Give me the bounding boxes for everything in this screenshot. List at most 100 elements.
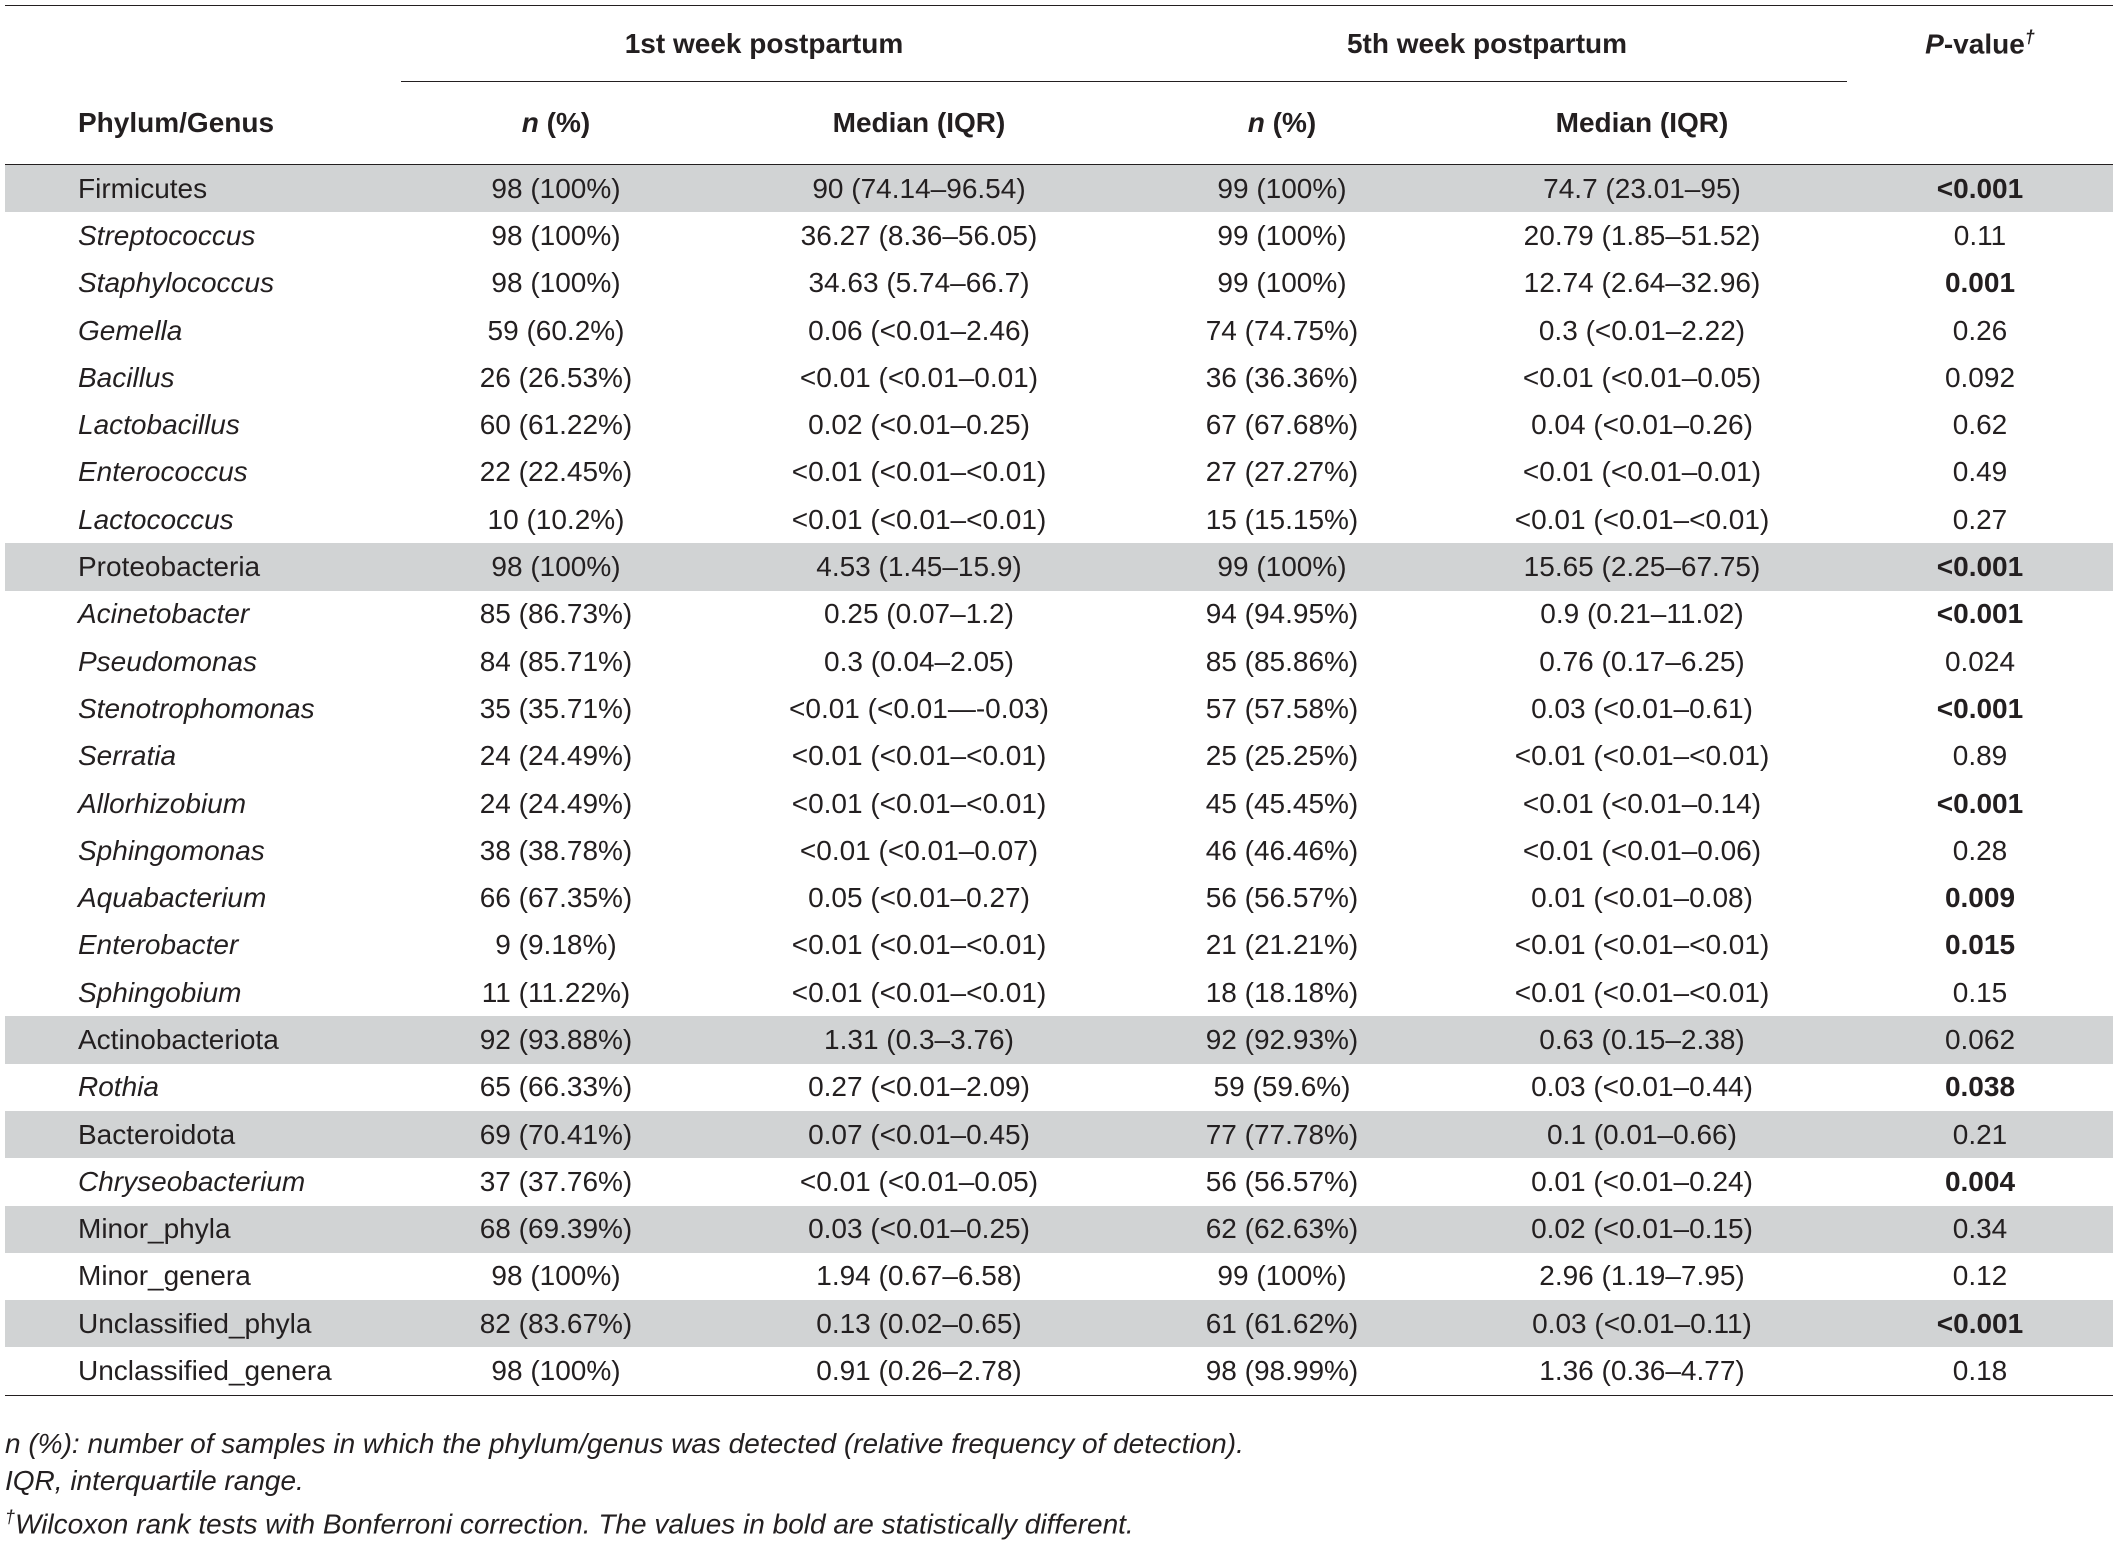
- cell-n-week1: 98 (100%): [491, 219, 621, 251]
- cell-median-week1: 1.94 (0.67–6.58): [816, 1260, 1022, 1292]
- cell-n-week5: 25 (25.25%): [1205, 740, 1359, 772]
- cell-n-week1: 69 (70.41%): [401, 1110, 711, 1159]
- table-row-phylum: Bacteroidota 69 (70.41%) 0.07 (<0.01–0.45)…: [5, 1110, 2113, 1159]
- cell-name: Allorhizobium: [78, 787, 247, 819]
- header-group-week1: 1st week postpartum: [401, 6, 1127, 83]
- header-median-week1: Median (IQR): [711, 82, 1127, 165]
- cell-n-week5: 61 (61.62%): [1127, 1300, 1437, 1348]
- cell-median-week5: 0.03 (<0.01–0.11): [1437, 1300, 1847, 1348]
- cell-n-week5: 36 (36.36%): [1205, 361, 1359, 393]
- cell-pvalue: <0.001: [1936, 787, 2024, 819]
- table-row-phylum: Unclassified_phyla 82 (83.67%) 0.13 (0.02–…: [5, 1300, 2113, 1348]
- cell-pvalue: 0.038: [1944, 1071, 2016, 1103]
- cell-median-week5: 0.03 (<0.01–0.44): [1531, 1071, 1753, 1103]
- cell-median-week5: 0.3 (<0.01–2.22): [1538, 314, 1746, 346]
- table-row: Aquabacterium 66 (67.35%) 0.05 (<0.01–0.27…: [5, 874, 2113, 921]
- cell-n-week1: 9 (9.18%): [495, 929, 617, 961]
- cell-pvalue: 0.15: [1952, 976, 2008, 1008]
- table-row: Serratia 24 (24.49%) <0.01 (<0.01–<0.01) 25…: [5, 733, 2113, 780]
- cell-name: Lactococcus: [78, 503, 234, 535]
- pvalue-suffix: -value: [1943, 28, 2025, 60]
- footnote-n: n (%): number of samples in which the ph…: [5, 1428, 1244, 1459]
- table-footnotes: n (%): number of samples in which the ph…: [5, 1425, 1244, 1542]
- cell-n-week1: 24 (24.49%): [479, 740, 633, 772]
- cell-name: Enterobacter: [78, 929, 239, 961]
- cell-median-week1: 4.53 (1.45–15.9): [711, 543, 1127, 591]
- table-row-phylum: Actinobacteriota 92 (93.88%) 1.31 (0.3–3.7…: [5, 1016, 2113, 1064]
- cell-median-week1: <0.01 (<0.01–<0.01): [791, 787, 1047, 819]
- cell-name: Sphingomonas: [78, 834, 265, 866]
- cell-pvalue: 0.62: [1952, 409, 2008, 441]
- cell-n-week5: 92 (92.93%): [1127, 1016, 1437, 1064]
- cell-median-week5: 15.65 (2.25–67.75): [1437, 543, 1847, 591]
- header-n-letter: n: [1247, 107, 1265, 138]
- header-empty-cell: [5, 6, 401, 83]
- cell-pvalue: <0.001: [1936, 692, 2024, 724]
- cell-name: Gemella: [78, 314, 183, 346]
- cell-n-week5: 99 (100%): [1217, 1260, 1347, 1292]
- cell-median-week5: 0.76 (0.17–6.25): [1539, 645, 1745, 677]
- cell-name: Stenotrophomonas: [78, 692, 315, 724]
- table-row: Enterococcus 22 (22.45%) <0.01 (<0.01–<0.0…: [5, 449, 2113, 496]
- table-row: Pseudomonas 84 (85.71%) 0.3 (0.04–2.05) 85 …: [5, 638, 2113, 685]
- header-n-pct: (%): [1264, 107, 1317, 138]
- cell-pvalue: 0.18: [1847, 1347, 2113, 1396]
- cell-n-week1: 66 (67.35%): [479, 882, 633, 914]
- cell-n-week5: 99 (100%): [1217, 219, 1347, 251]
- pvalue-dagger: †: [2024, 27, 2035, 48]
- cell-name: Minor_genera: [78, 1260, 251, 1292]
- cell-median-week5: 20.79 (1.85–51.52): [1523, 219, 1761, 251]
- header-n-week1: n (%): [401, 82, 711, 165]
- cell-median-week5: 0.01 (<0.01–0.08): [1531, 882, 1753, 914]
- cell-median-week5: 2.96 (1.19–7.95): [1539, 1260, 1745, 1292]
- cell-pvalue: <0.001: [1847, 164, 2113, 213]
- table-row: Staphylococcus 98 (100%) 34.63 (5.74–66.7)…: [5, 260, 2113, 307]
- cell-median-week1: <0.01 (<0.01–<0.01): [791, 456, 1047, 488]
- cell-n-week1: 37 (37.76%): [479, 1165, 633, 1197]
- cell-pvalue: 0.89: [1952, 740, 2008, 772]
- cell-name: Staphylococcus: [78, 267, 275, 299]
- cell-n-week1: 35 (35.71%): [479, 692, 633, 724]
- cell-pvalue: <0.001: [1847, 1300, 2113, 1348]
- cell-pvalue: 0.26: [1952, 314, 2008, 346]
- cell-median-week5: 0.03 (<0.01–0.61): [1531, 692, 1753, 724]
- cell-median-week1: <0.01 (<0.01–<0.01): [791, 976, 1047, 1008]
- cell-pvalue: 0.28: [1952, 834, 2008, 866]
- cell-median-week1: <0.01 (<0.01–<0.01): [791, 740, 1047, 772]
- cell-n-week1: 38 (38.78%): [479, 834, 633, 866]
- cell-n-week5: 62 (62.63%): [1127, 1205, 1437, 1253]
- table-row: Rothia 65 (66.33%) 0.27 (<0.01–2.09) 59 (59…: [5, 1064, 2113, 1111]
- cell-median-week5: <0.01 (<0.01–0.05): [1522, 361, 1762, 393]
- cell-median-week1: 0.07 (<0.01–0.45): [711, 1110, 1127, 1159]
- cell-pvalue: 0.062: [1847, 1016, 2113, 1064]
- table-row: Allorhizobium 24 (24.49%) <0.01 (<0.01–<0.…: [5, 780, 2113, 827]
- cell-n-week5: 56 (56.57%): [1205, 882, 1359, 914]
- cell-name: Aquabacterium: [78, 882, 267, 914]
- cell-n-week5: 18 (18.18%): [1205, 976, 1359, 1008]
- cell-name: Pseudomonas: [78, 645, 258, 677]
- cell-median-week5: <0.01 (<0.01–0.06): [1522, 834, 1762, 866]
- cell-n-week5: 21 (21.21%): [1205, 929, 1359, 961]
- cell-median-week1: 0.3 (0.04–2.05): [824, 645, 1014, 677]
- cell-n-week1: 98 (100%): [401, 1347, 711, 1396]
- cell-n-week1: 98 (100%): [401, 543, 711, 591]
- cell-pvalue: 0.11: [1953, 219, 2007, 251]
- cell-median-week5: <0.01 (<0.01–0.01): [1522, 456, 1762, 488]
- table-row: Lactobacillus 60 (61.22%) 0.02 (<0.01–0.25…: [5, 401, 2113, 448]
- cell-median-week5: 0.01 (<0.01–0.24): [1531, 1165, 1753, 1197]
- header-pvalue: P-value†: [1847, 6, 2113, 83]
- cell-median-week1: <0.01 (<0.01–<0.01): [791, 929, 1047, 961]
- cell-n-week1: 98 (100%): [491, 267, 621, 299]
- cell-median-week1: 90 (74.14–96.54): [711, 164, 1127, 213]
- cell-pvalue: 0.009: [1944, 882, 2016, 914]
- cell-pvalue: 0.024: [1944, 645, 2016, 677]
- cell-n-week1: 26 (26.53%): [479, 361, 633, 393]
- cell-n-week5: 99 (100%): [1127, 164, 1437, 213]
- cell-n-week1: 22 (22.45%): [479, 456, 633, 488]
- cell-median-week5: 74.7 (23.01–95): [1437, 164, 1847, 213]
- table-row: Lactococcus 10 (10.2%) <0.01 (<0.01–<0.01)…: [5, 496, 2113, 543]
- cell-n-week1: 92 (93.88%): [401, 1016, 711, 1064]
- cell-pvalue: 0.21: [1847, 1110, 2113, 1159]
- cell-n-week5: 99 (100%): [1217, 267, 1347, 299]
